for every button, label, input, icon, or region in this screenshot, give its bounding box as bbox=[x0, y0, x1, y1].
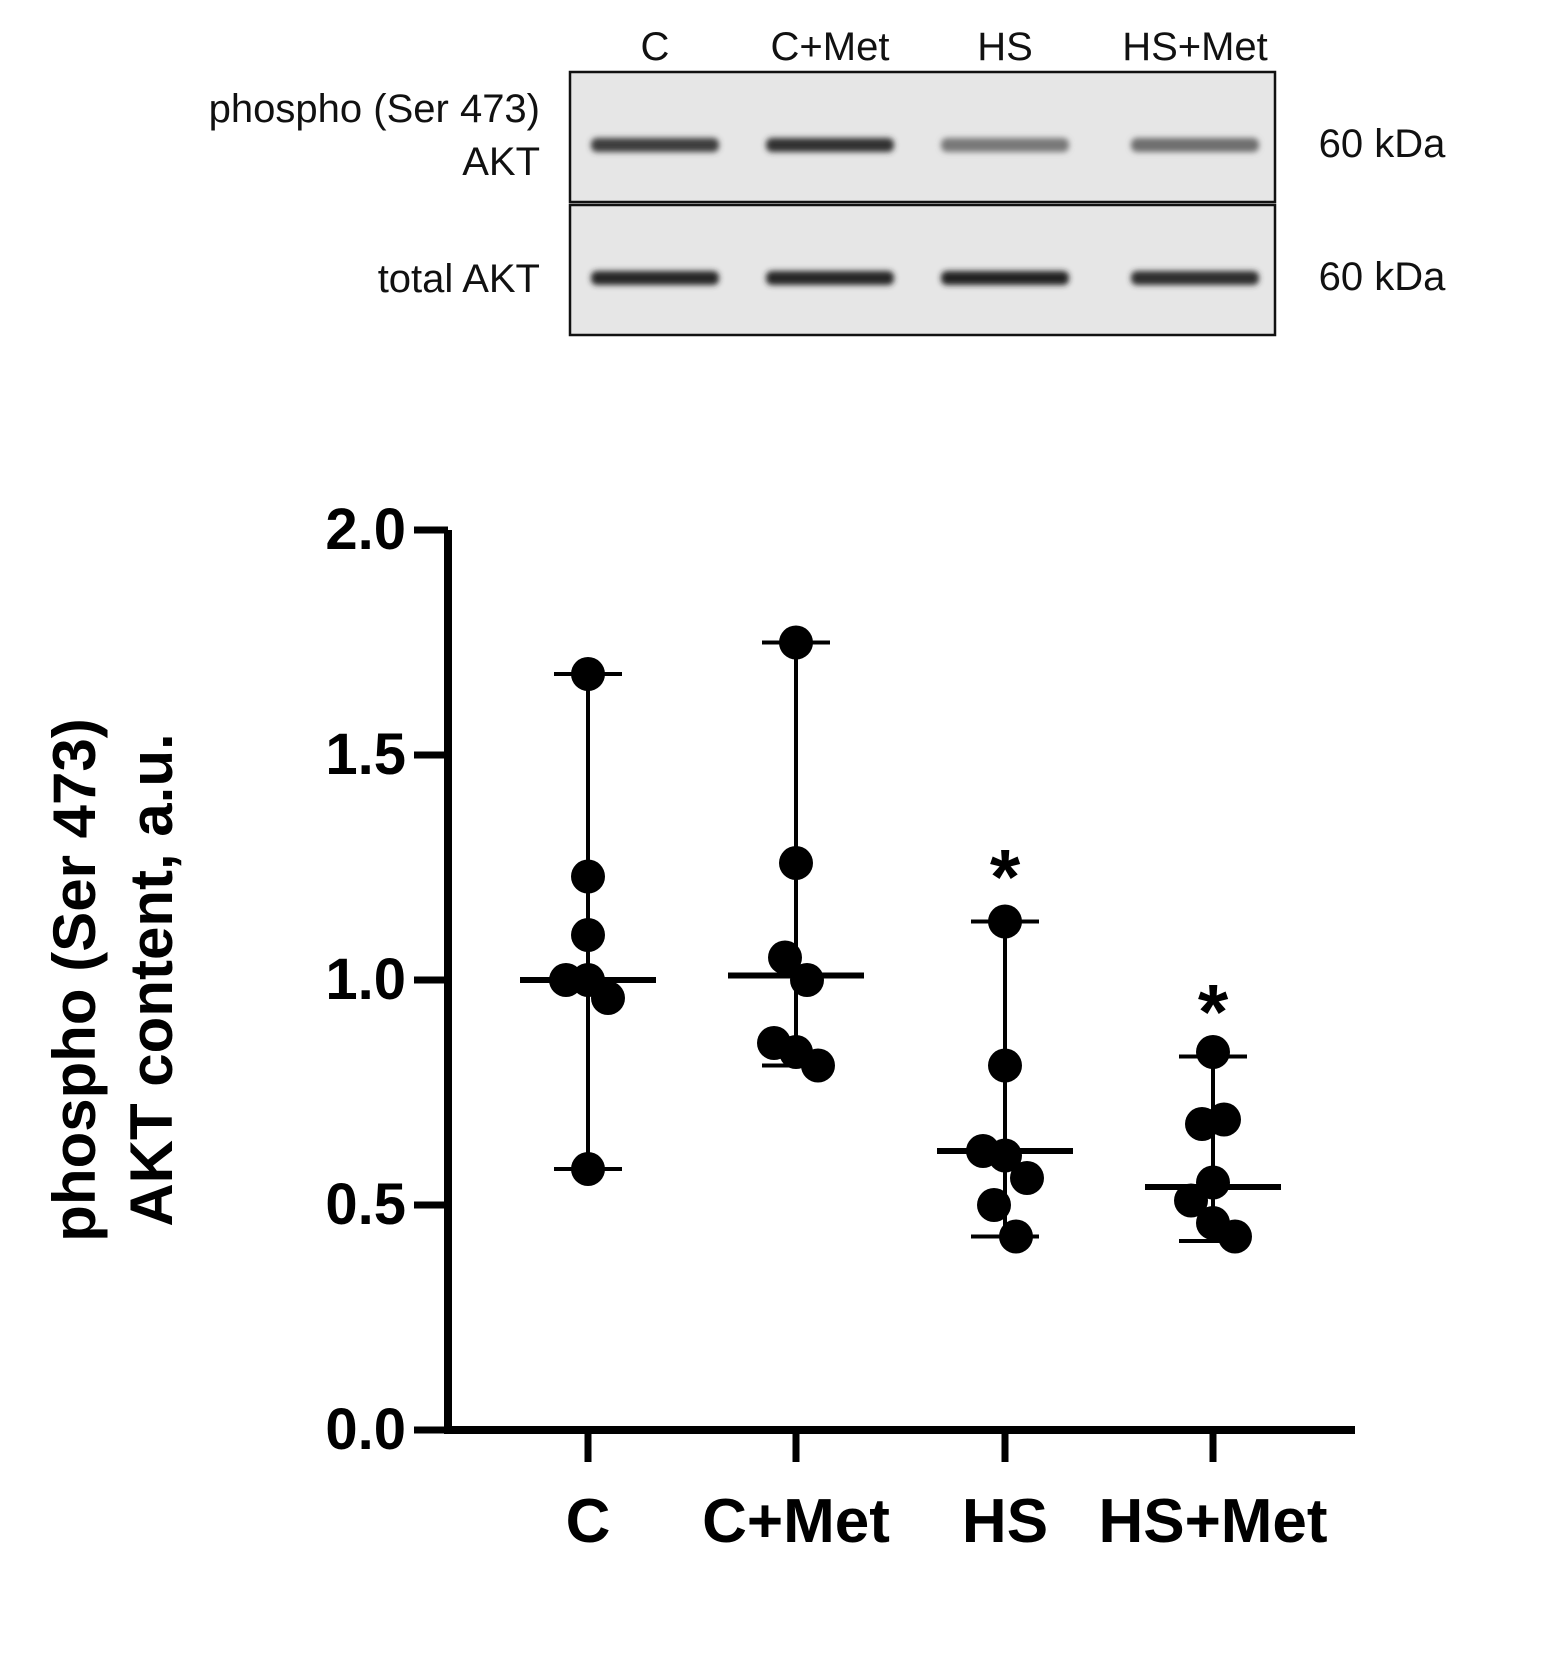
y-axis-label: AKT content, a.u. bbox=[118, 733, 185, 1226]
x-tick-label: HS bbox=[962, 1487, 1048, 1556]
blot-molecular-weight: 60 kDa bbox=[1319, 255, 1446, 299]
blot-membrane-row bbox=[568, 203, 1277, 337]
blot-band bbox=[591, 271, 719, 285]
blot-lane-label: HS bbox=[977, 25, 1033, 69]
blot-row-label: phospho (Ser 473) bbox=[209, 87, 540, 131]
blot-band bbox=[1131, 138, 1259, 152]
data-point bbox=[779, 625, 813, 660]
blot-band bbox=[766, 138, 894, 152]
data-point bbox=[571, 859, 605, 894]
data-point bbox=[779, 846, 813, 880]
x-tick-label: C bbox=[566, 1487, 611, 1556]
blot-membrane-row bbox=[568, 70, 1277, 204]
y-axis-label: phospho (Ser 473) bbox=[41, 718, 108, 1241]
blot-molecular-weight: 60 kDa bbox=[1319, 122, 1446, 166]
blot-band bbox=[941, 271, 1069, 285]
blot-lane-label: HS+Met bbox=[1122, 25, 1268, 69]
significance-marker: * bbox=[990, 833, 1021, 921]
data-point bbox=[1174, 1183, 1208, 1218]
data-point bbox=[1196, 1035, 1230, 1069]
scatter-chart: 0.0 0.5 1.0 1.5 2.0 phospho (Ser 473) AKT cont… bbox=[41, 497, 1355, 1556]
y-tick-label: 0.5 bbox=[325, 1172, 406, 1237]
y-tick-label: 1.5 bbox=[325, 722, 406, 787]
y-tick-label: 2.0 bbox=[325, 497, 406, 562]
data-point bbox=[988, 1048, 1022, 1083]
blot-row-label: total AKT bbox=[378, 257, 540, 301]
data-point bbox=[1185, 1107, 1219, 1141]
data-point bbox=[571, 918, 605, 952]
significance-marker: * bbox=[1198, 968, 1229, 1056]
data-point bbox=[977, 1188, 1011, 1222]
y-tick-label: 0.0 bbox=[325, 1397, 406, 1462]
x-tick-label: C+Met bbox=[702, 1487, 890, 1556]
data-point bbox=[1010, 1161, 1044, 1195]
data-point bbox=[999, 1219, 1033, 1254]
blot-row-label: AKT bbox=[462, 140, 540, 184]
data-point bbox=[988, 1138, 1022, 1173]
data-point bbox=[768, 940, 802, 975]
blot-band bbox=[1131, 271, 1259, 285]
data-point bbox=[571, 1152, 605, 1186]
blot-band bbox=[941, 138, 1069, 152]
x-tick-label: HS+Met bbox=[1098, 1487, 1327, 1556]
blot-lane-label: C bbox=[641, 25, 670, 69]
y-tick-label: 1.0 bbox=[325, 947, 406, 1012]
blot-lane-label: C+Met bbox=[771, 25, 890, 69]
data-point bbox=[801, 1048, 835, 1083]
data-point bbox=[591, 981, 625, 1015]
western-blot-panel: C C+Met HS HS+Met phospho (Ser 473) AKT 60 kDa… bbox=[209, 25, 1446, 337]
data-point bbox=[790, 963, 824, 997]
blot-band bbox=[766, 271, 894, 285]
data-point bbox=[571, 657, 605, 691]
data-point bbox=[1218, 1219, 1252, 1254]
blot-band bbox=[591, 138, 719, 152]
data-point bbox=[988, 904, 1022, 939]
